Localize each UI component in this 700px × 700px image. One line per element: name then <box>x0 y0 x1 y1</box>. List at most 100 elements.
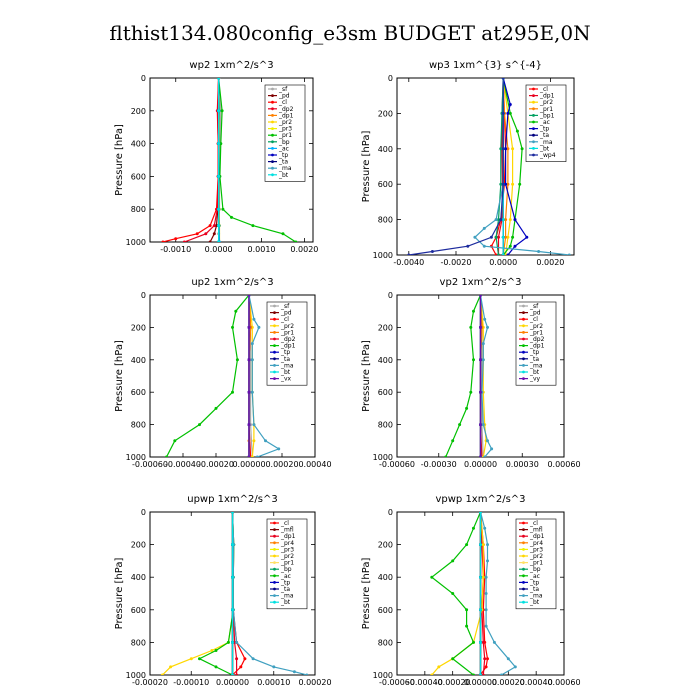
series-point_ma <box>252 317 256 321</box>
series-point_wp4 <box>430 250 434 253</box>
legend-marker <box>522 344 525 347</box>
series-point_dp1 <box>444 455 448 457</box>
series-point_wp4 <box>501 182 505 186</box>
y-axis-label: Pressure [hPa] <box>114 124 125 196</box>
series-point_ac <box>520 147 524 151</box>
legend-label: _pr4 <box>280 540 294 547</box>
x-tick-label: -0.00040 <box>407 678 443 687</box>
legend-label: _cl <box>280 520 289 527</box>
legend-label: _ac <box>539 119 550 126</box>
plot-frame <box>396 77 575 256</box>
series-point_ac <box>472 640 475 644</box>
series-point_tp <box>504 147 508 151</box>
x-tick-label: 0.0020 <box>290 245 318 254</box>
series-point_cl <box>174 237 178 241</box>
series-point_dp1 <box>165 455 168 457</box>
legend-label: _bp <box>280 566 292 573</box>
y-tick-label: 800 <box>378 216 393 225</box>
legend-label: _sf <box>278 86 288 93</box>
chart-panel-4: vp2 1xm^2/s^3 Pressure [hPa] -0.00060 -0.00… <box>361 277 581 469</box>
legend-marker <box>522 317 525 321</box>
legend-label: _ma <box>539 139 553 146</box>
series-group <box>407 78 571 255</box>
legend-label: _tp <box>539 126 549 133</box>
series-point_ma <box>492 640 496 644</box>
series-point_ma <box>305 673 309 675</box>
legend-box <box>266 518 308 610</box>
series-point_dp1 <box>235 673 239 675</box>
series-point_ma <box>292 670 296 674</box>
legend-label: _bt <box>529 599 540 606</box>
y-tick-label: 400 <box>131 356 146 365</box>
series-point_ac <box>511 235 515 239</box>
series-line_wp4 <box>408 78 504 255</box>
legend-label: _ta <box>529 356 539 363</box>
series-point_pr2 <box>189 657 193 661</box>
series-point_bt <box>217 142 221 146</box>
legend-label: _dp1 <box>280 343 296 350</box>
legend-label: _bt <box>280 369 291 376</box>
y-tick-label: 600 <box>131 172 146 181</box>
y-tick-label: 0 <box>141 508 146 517</box>
legend-label: _dp1 <box>529 343 545 350</box>
legend-label: _dp2 <box>280 336 296 343</box>
legend-label: _bp1 <box>539 112 555 119</box>
series-point_ma <box>483 526 487 530</box>
y-tick-label: 1000 <box>126 671 146 680</box>
legend-marker <box>522 528 525 531</box>
series-point_ma <box>490 447 494 451</box>
series-point_wp4 <box>501 111 505 115</box>
legend-marker <box>271 160 274 164</box>
legend-marker <box>522 541 525 545</box>
legend-label: _pr2 <box>280 323 294 330</box>
series-line_dp1 <box>165 295 250 457</box>
series-point_dp1 <box>231 325 234 329</box>
legend-marker <box>522 594 525 597</box>
series-point_vy <box>479 325 482 329</box>
y-axis-label: Pressure [hPa] <box>114 340 125 412</box>
series-point_tp <box>508 103 512 106</box>
x-tick-label: 0.00060 <box>547 460 580 469</box>
legend-marker <box>532 127 535 130</box>
legend-marker <box>522 587 525 591</box>
series-point_bt <box>501 235 505 239</box>
series-point_bt <box>231 543 234 547</box>
legend-marker <box>522 370 525 374</box>
legend-marker <box>532 87 535 91</box>
y-tick-label: 800 <box>131 421 146 430</box>
series-point_dp1 <box>497 235 500 239</box>
legend-marker <box>532 100 535 104</box>
legend-marker <box>532 133 535 137</box>
series-point_ac <box>465 543 469 547</box>
series-point_dp1 <box>481 673 485 675</box>
x-tick-label: 0.00000 <box>232 460 265 469</box>
legend-label: _cl <box>529 520 538 527</box>
panel-title: up2 1xm^2/s^3 <box>191 277 273 288</box>
x-tick-label: 0.00020 <box>265 460 298 469</box>
legend-marker <box>273 581 276 584</box>
y-tick-label: 200 <box>378 109 393 118</box>
series-point_ac <box>472 526 475 530</box>
series-point_ac <box>430 575 434 579</box>
legend-label: _ma <box>280 593 294 600</box>
series-line_dp2 <box>184 78 220 242</box>
series-point_vx <box>247 423 251 427</box>
series-point_bt <box>217 224 221 228</box>
series-point_bp1 <box>497 218 500 222</box>
series-point_bt <box>217 78 221 80</box>
series-line_pr2 <box>161 512 235 675</box>
x-tick-label: 0.00020 <box>492 678 525 687</box>
y-tick-label: 0 <box>141 291 146 300</box>
series-point_ac <box>226 640 230 644</box>
legend-marker <box>271 133 274 137</box>
legend-label: _pd <box>280 310 292 317</box>
legend-marker <box>522 311 525 314</box>
panel-title: wp2 1xm^2/s^3 <box>189 60 273 71</box>
x-tick-label: 0.00040 <box>520 678 553 687</box>
legend-marker <box>273 331 276 334</box>
legend-marker <box>271 153 274 157</box>
legend-marker <box>271 140 274 144</box>
legend-marker <box>273 554 276 558</box>
series-line_ma <box>248 295 281 457</box>
